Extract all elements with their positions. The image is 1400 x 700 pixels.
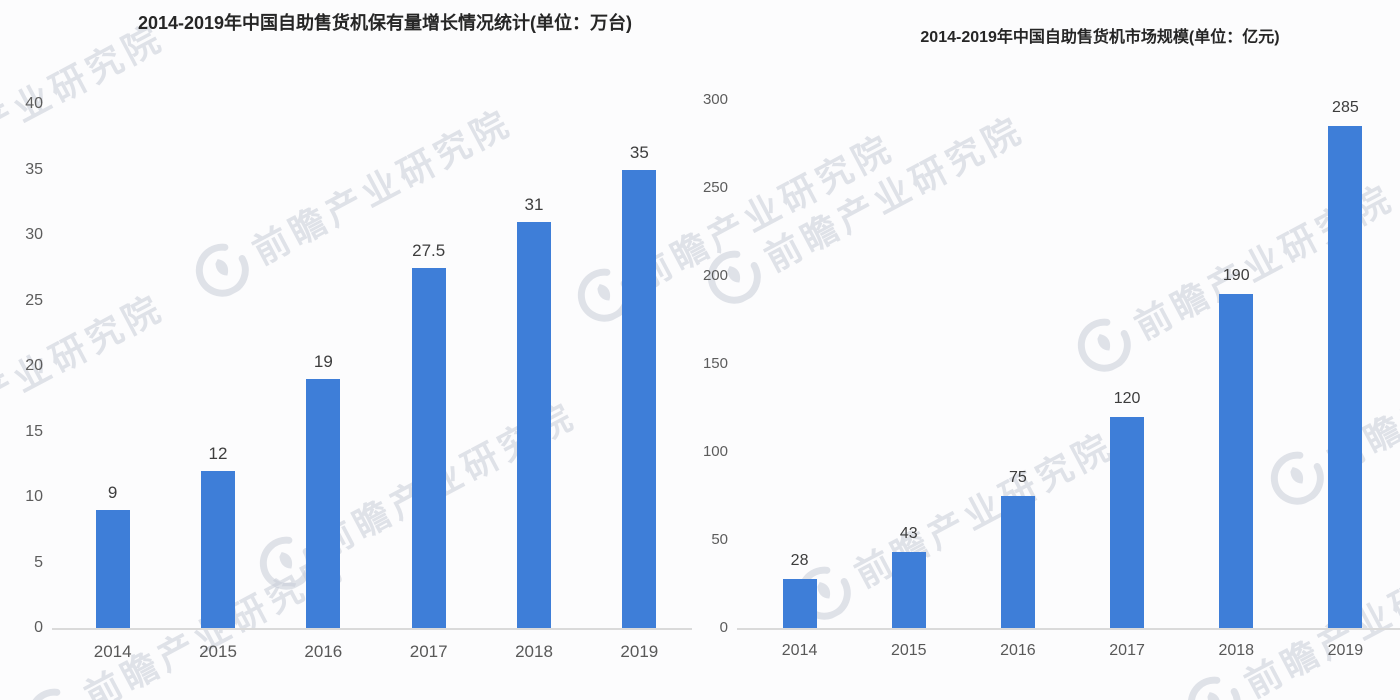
qianzhan-logo-icon: [1077, 318, 1131, 372]
bar-value-label: 31: [524, 194, 544, 214]
bar: [1219, 293, 1254, 628]
bar: [306, 379, 341, 628]
y-axis-tick-label: 40: [25, 95, 43, 112]
bar: [622, 169, 657, 628]
bar-value-label: 19: [313, 352, 333, 372]
chart-vending-machine-ownership: 2014-2019年中国自助售货机保有量增长情况统计(单位：万台) 0 5 10 15…: [0, 0, 692, 700]
x-axis-category-label: 2018: [515, 642, 553, 661]
y-axis-tick-label: 200: [702, 267, 728, 284]
bar-value-label: 285: [1332, 99, 1359, 117]
bar-value-label: 12: [208, 443, 228, 463]
bar: [95, 510, 130, 628]
qianzhan-logo-icon: [27, 688, 81, 700]
bar: [201, 470, 235, 628]
y-axis-tick-label: 300: [702, 91, 728, 108]
watermark: 前瞻产业研究院: [17, 538, 352, 700]
watermark: 前瞻产业研究院: [1260, 301, 1400, 513]
qianzhan-logo-icon: [707, 250, 761, 304]
y-axis-tick-label: 50: [711, 531, 728, 548]
qianzhan-logo-icon: [1270, 451, 1324, 505]
bar-value-label: 75: [1009, 469, 1027, 486]
x-axis-category-label: 2017: [409, 642, 448, 661]
bar-value-label: 190: [1222, 266, 1250, 284]
y-axis-tick-label: 0: [719, 619, 728, 636]
watermark: 前瞻产业研究院: [185, 93, 520, 305]
y-axis-tick-label: 20: [25, 357, 43, 374]
chart-title: 2014-2019年中国自助售货机市场规模(单位：亿元): [920, 29, 1280, 46]
chart-title: 2014-2019年中国自助售货机保有量增长情况统计(单位：万台): [137, 13, 633, 33]
bar-value-label: 28: [790, 551, 809, 569]
bar: [517, 221, 551, 628]
bar: [1328, 126, 1363, 628]
y-axis-tick-label: 150: [702, 355, 728, 372]
bar-value-label: 35: [629, 142, 649, 162]
x-axis-category-label: 2014: [93, 642, 132, 661]
x-axis-category-label: 2017: [1109, 642, 1145, 659]
y-axis-tick-label: 35: [25, 160, 43, 178]
watermark: 前瞻产业研究院: [697, 100, 1032, 312]
x-axis-category-label: 2019: [620, 642, 659, 661]
x-axis-category-label: 2015: [199, 642, 237, 661]
x-axis-category-label: 2016: [304, 642, 343, 661]
bar-value-label: 120: [1113, 389, 1141, 407]
bar: [782, 578, 817, 628]
y-axis-tick-label: 25: [25, 291, 43, 309]
qianzhan-logo-icon: [195, 243, 249, 297]
qianzhan-logo-icon: [1187, 676, 1241, 700]
x-axis-category-label: 2015: [890, 642, 927, 659]
x-axis-category-label: 2018: [1218, 642, 1255, 659]
watermark: 前瞻产业研究院: [1177, 526, 1400, 700]
y-axis-tick-label: 10: [25, 488, 43, 505]
x-axis-line: [737, 628, 1400, 630]
bar: [891, 552, 926, 628]
watermark: 前瞻产业研究院: [1067, 168, 1400, 380]
bar-value-label: 9: [107, 483, 118, 503]
chart-vending-machine-market-size: 2014-2019年中国自助售货机市场规模(单位：亿元) 0 50 100 150 20…: [700, 0, 1400, 700]
x-axis-line: [52, 628, 692, 630]
bar: [1110, 416, 1145, 628]
y-axis-tick-label: 100: [702, 443, 728, 460]
x-axis-category-label: 2014: [781, 642, 818, 659]
x-axis-category-label: 2016: [1000, 642, 1036, 659]
y-axis-tick-label: 5: [34, 553, 43, 571]
bar: [411, 267, 446, 628]
y-axis-tick-label: 15: [25, 422, 43, 440]
y-axis-tick-label: 0: [34, 619, 43, 636]
bar: [1000, 496, 1035, 628]
bar-value-label: 27.5: [412, 240, 446, 260]
y-axis-tick-label: 30: [25, 226, 43, 243]
bar-value-label: 43: [899, 525, 918, 543]
y-axis-tick-label: 250: [702, 179, 728, 196]
x-axis-category-label: 2019: [1327, 642, 1364, 659]
